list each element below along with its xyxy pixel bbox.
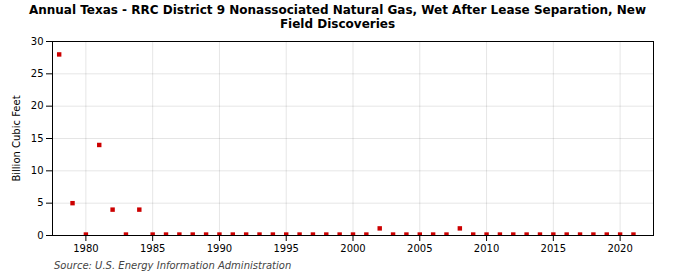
- svg-text:30: 30: [31, 36, 44, 47]
- svg-text:1985: 1985: [140, 243, 165, 254]
- svg-text:Billion Cubic Feet: Billion Cubic Feet: [11, 95, 22, 181]
- svg-text:15: 15: [31, 133, 44, 144]
- svg-text:2010: 2010: [474, 243, 499, 254]
- svg-text:1990: 1990: [207, 243, 232, 254]
- svg-text:20: 20: [31, 100, 44, 111]
- svg-text:2020: 2020: [607, 243, 632, 254]
- html-text:Annual Texas - RRC District 9: Annual Texas - RRC District 9 Nonassocia…: [28, 3, 647, 31]
- svg-text:5: 5: [37, 197, 43, 208]
- svg-text:2015: 2015: [541, 243, 566, 254]
- svg-text:0: 0: [37, 230, 43, 241]
- svg-text:1980: 1980: [73, 243, 98, 254]
- svg-text:10: 10: [31, 165, 44, 176]
- svg-text:25: 25: [31, 68, 44, 79]
- svg-text:1995: 1995: [273, 243, 298, 254]
- svg-text:2000: 2000: [340, 243, 365, 254]
- svg-text:2005: 2005: [407, 243, 432, 254]
- html-text:Source: U.S. Energy Informatio: Source: U.S. Energy Information Administ…: [54, 260, 292, 271]
